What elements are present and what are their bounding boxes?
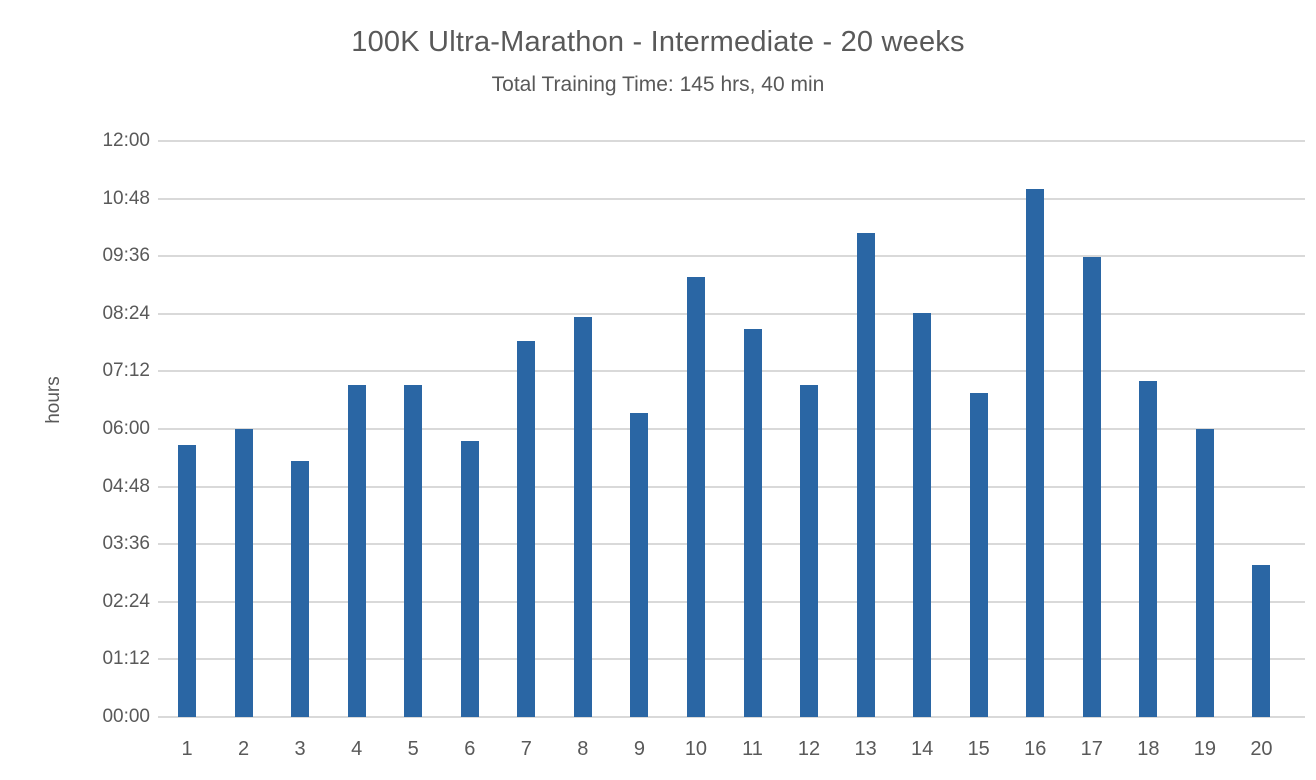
y-gridline <box>158 312 1305 315</box>
x-tick-label: 13 <box>854 738 877 760</box>
bar-week-8 <box>573 317 592 717</box>
bar-week-4 <box>347 385 366 717</box>
bar-week-13 <box>856 233 875 717</box>
y-gridline <box>158 197 1305 200</box>
y-tick-label: 08:24 <box>102 302 150 324</box>
bar-week-15 <box>969 393 988 717</box>
x-tick-label: 7 <box>520 738 532 760</box>
y-tick-label: 01:12 <box>102 648 150 670</box>
x-tick-label: 14 <box>911 738 934 760</box>
bar-week-9 <box>630 413 649 717</box>
bar-week-16 <box>1026 189 1045 717</box>
x-tick-label: 6 <box>464 738 476 760</box>
bar-week-14 <box>913 313 932 717</box>
x-tick-label: 2 <box>237 738 250 760</box>
y-tick-label: 00:00 <box>102 706 150 727</box>
plot-area <box>158 140 1305 718</box>
bar-week-5 <box>404 385 423 717</box>
x-tick-label: 15 <box>967 738 990 760</box>
x-tick-label: 9 <box>633 738 645 760</box>
y-gridline <box>158 658 1305 661</box>
x-tick-label: 17 <box>1080 738 1103 760</box>
y-tick-label: 02:24 <box>102 590 150 612</box>
x-tick-label: 5 <box>407 738 419 760</box>
bar-week-12 <box>800 385 819 717</box>
y-gridline <box>158 255 1305 258</box>
y-gridline <box>158 485 1305 488</box>
x-tick-label: 10 <box>684 738 708 760</box>
y-tick-label: 04:48 <box>102 475 150 497</box>
bar-week-20 <box>1252 565 1271 717</box>
bar-week-2 <box>234 429 253 717</box>
x-tick-label: 20 <box>1250 738 1273 760</box>
y-tick-label: 09:36 <box>102 245 150 267</box>
x-tick-label: 4 <box>351 738 363 760</box>
x-tick-label: 8 <box>577 738 589 760</box>
bar-week-19 <box>1195 429 1214 717</box>
bar-week-17 <box>1082 257 1101 717</box>
x-tick-label: 11 <box>742 738 763 760</box>
y-gridline <box>158 370 1305 373</box>
y-gridline <box>158 600 1305 603</box>
bar-week-11 <box>743 329 762 717</box>
y-gridline <box>158 428 1305 430</box>
bar-week-18 <box>1139 381 1158 717</box>
x-tick-label: 12 <box>797 738 821 760</box>
bar-week-1 <box>178 445 196 717</box>
y-tick-label: 03:36 <box>102 533 150 555</box>
y-tick-label: 12:00 <box>102 130 150 151</box>
bar-week-10 <box>686 277 705 717</box>
y-gridline <box>158 543 1305 546</box>
bar-week-6 <box>460 441 479 717</box>
chart-title: 100K Ultra-Marathon - Intermediate - 20 … <box>351 26 965 58</box>
bar-week-7 <box>517 341 536 717</box>
y-gridline <box>158 140 1305 142</box>
x-tick-label: 1 <box>181 738 193 760</box>
x-tick-label: 19 <box>1193 738 1217 760</box>
x-tick-label: 3 <box>294 738 306 760</box>
x-tick-label: 16 <box>1024 738 1047 760</box>
x-tick-label: 18 <box>1137 738 1160 760</box>
y-gridline <box>158 716 1305 718</box>
chart-subtitle: Total Training Time: 145 hrs, 40 min <box>491 73 825 96</box>
y-tick-label: 07:12 <box>102 360 150 382</box>
bar-week-3 <box>291 461 310 717</box>
y-tick-label: 06:00 <box>102 418 150 439</box>
y-tick-label: 10:48 <box>102 187 150 209</box>
